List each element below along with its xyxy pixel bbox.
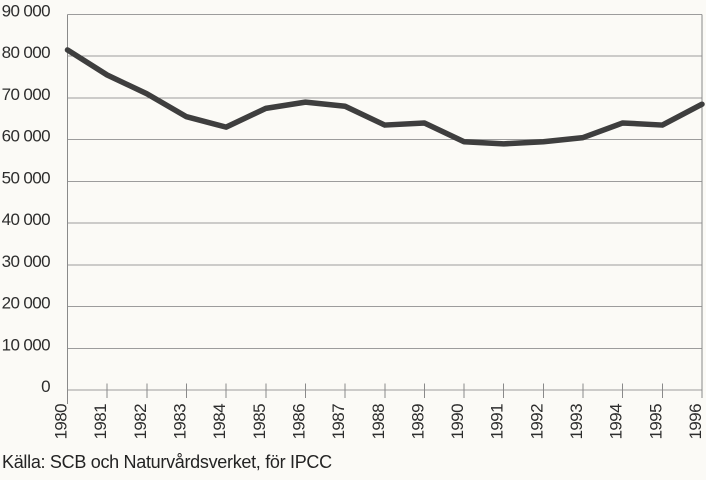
x-tick-label: 1986	[289, 404, 308, 440]
x-tick-label: 1980	[52, 404, 71, 440]
x-tick-label: 1992	[527, 404, 546, 440]
y-tick-label: 40 000	[2, 210, 51, 229]
axes	[67, 14, 703, 404]
source-caption: Källa: SCB och Naturvårdsverket, för IPC…	[2, 452, 332, 472]
x-tick-label: 1984	[210, 404, 229, 440]
x-tick-label: 1991	[488, 404, 507, 440]
data-series-line	[64, 47, 705, 147]
x-tick-label: 1982	[131, 404, 150, 440]
x-axis-labels: 1980 1981 1982 1983 1984 1985 1986 1987 1988 1989…	[52, 404, 706, 440]
x-tick-label: 1983	[170, 404, 189, 440]
x-tick-label: 1993	[567, 404, 586, 440]
x-tick-label: 1989	[408, 404, 427, 440]
y-tick-label: 60 000	[2, 127, 51, 146]
x-tick-marks	[67, 383, 703, 398]
x-tick-label: 1996	[686, 404, 705, 440]
x-tick-label: 1985	[250, 404, 269, 440]
x-tick-label: 1994	[607, 404, 626, 440]
emissions-line-chart: 0 10 000 20 000 30 000 40 000 50 000 60 000 70 …	[2, 2, 706, 440]
x-tick-label: 1981	[91, 404, 110, 440]
y-tick-label: 70 000	[2, 85, 51, 104]
y-tick-label: 80 000	[2, 43, 51, 62]
y-tick-label: 10 000	[2, 335, 51, 354]
y-tick-label: 30 000	[2, 252, 51, 271]
x-tick-label: 1988	[369, 404, 388, 440]
y-axis-labels: 0 10 000 20 000 30 000 40 000 50 000 60 000 70 …	[2, 2, 51, 397]
gridlines	[67, 14, 702, 391]
y-tick-label: 20 000	[2, 294, 51, 313]
x-tick-label: 1987	[329, 404, 348, 440]
y-tick-label: 90 000	[2, 2, 51, 21]
y-tick-label: 50 000	[2, 168, 51, 187]
y-tick-label: 0	[41, 377, 50, 396]
x-tick-label: 1995	[646, 404, 665, 440]
x-tick-label: 1990	[448, 404, 467, 440]
